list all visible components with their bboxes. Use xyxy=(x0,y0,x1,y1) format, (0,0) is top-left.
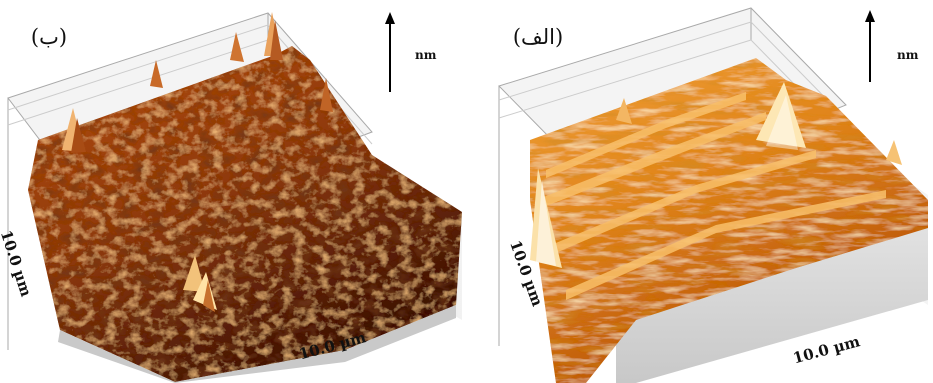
front-wall-alef xyxy=(616,225,928,383)
afm-panel-b: (ب) nm 10.0 µm 10.0 µm xyxy=(0,0,466,383)
afm-panel-alef: (الف) nm 10.0 µm 10.0 µm xyxy=(466,0,933,383)
z-axis-arrow-b xyxy=(385,12,395,92)
ridges-alef xyxy=(536,92,886,300)
z-unit-label-alef: nm xyxy=(897,48,919,62)
panel-label-b: (ب) xyxy=(0,18,98,56)
surface-b xyxy=(28,46,462,382)
peaks-alef xyxy=(530,82,902,268)
panel-label-alef: (الف) xyxy=(486,18,590,56)
z-axis-arrow-alef xyxy=(865,10,875,82)
afm-surface-b-image xyxy=(7,12,462,383)
z-unit-label-b: nm xyxy=(415,48,437,62)
peaks-b xyxy=(62,12,333,312)
afm-surface-alef-image xyxy=(498,7,928,383)
